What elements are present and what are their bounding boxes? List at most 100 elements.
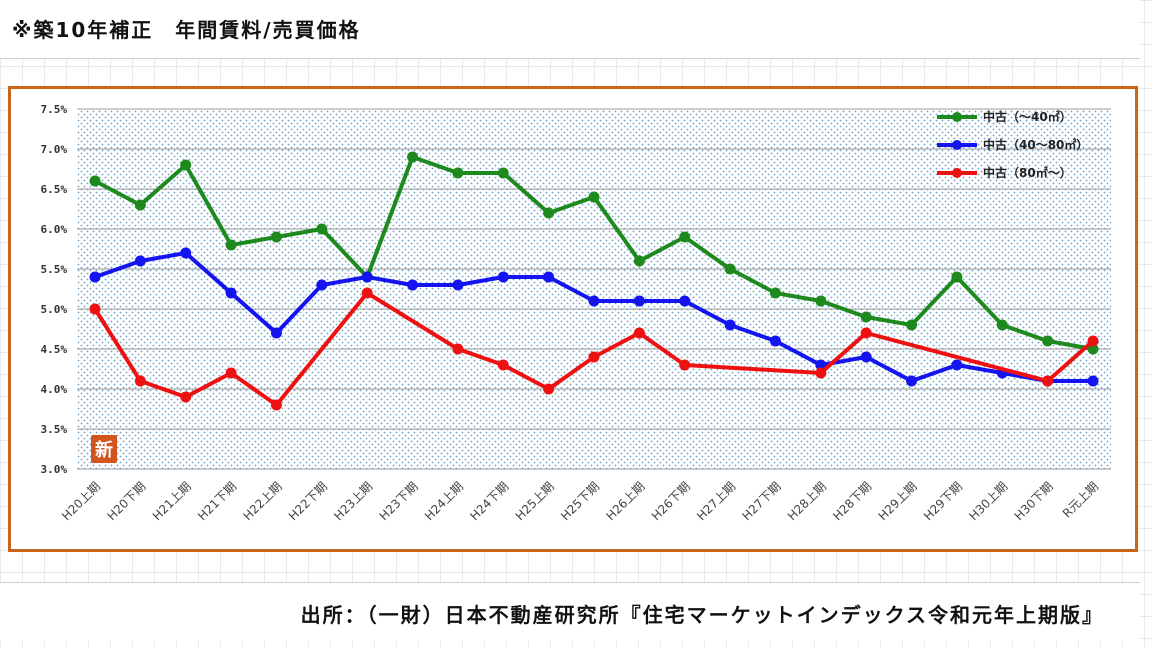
x-tick-label: H23上期 — [331, 479, 375, 523]
data-point — [89, 175, 101, 187]
x-tick-label: H29上期 — [876, 479, 920, 523]
x-tick-label: H29下期 — [921, 479, 965, 523]
data-point — [180, 247, 192, 259]
data-point — [633, 255, 645, 267]
y-tick-label: 4.5% — [41, 343, 68, 356]
y-tick-label: 3.0% — [41, 463, 68, 476]
data-point — [1087, 335, 1099, 347]
title-band: ※築10年補正 年間賃料/売買価格 — [0, 0, 1140, 59]
data-point — [270, 327, 282, 339]
data-point — [1042, 375, 1054, 387]
data-point — [180, 391, 192, 403]
x-tick-label: H26上期 — [603, 479, 647, 523]
data-point — [89, 271, 101, 283]
x-tick-label: H28上期 — [785, 479, 829, 523]
watermark-stamp: 新 — [91, 435, 117, 463]
series-line — [93, 291, 1095, 407]
data-point — [270, 231, 282, 243]
x-tick-label: H24下期 — [467, 479, 511, 523]
x-tick-label: H24上期 — [422, 479, 466, 523]
x-tick-label: H22下期 — [286, 479, 330, 523]
y-tick-label: 7.0% — [41, 143, 68, 156]
data-point — [906, 319, 918, 331]
data-point — [134, 375, 146, 387]
x-tick-label: H30下期 — [1012, 479, 1056, 523]
data-point — [996, 319, 1008, 331]
x-tick-label: H20上期 — [59, 479, 103, 523]
x-tick-label: H20下期 — [104, 479, 148, 523]
data-point — [543, 383, 555, 395]
x-tick-label: H23下期 — [377, 479, 421, 523]
data-point — [815, 367, 827, 379]
x-tick-label: R元上期 — [1060, 479, 1101, 520]
data-point — [316, 279, 328, 291]
data-point — [588, 191, 600, 203]
data-point — [543, 271, 555, 283]
y-tick-label: 3.5% — [41, 423, 68, 436]
legend-marker — [952, 168, 962, 178]
data-point — [769, 287, 781, 299]
data-point — [906, 375, 918, 387]
data-point — [225, 367, 237, 379]
data-point — [588, 351, 600, 363]
data-point — [951, 271, 963, 283]
data-point — [588, 295, 600, 307]
y-tick-label: 5.5% — [41, 263, 68, 276]
data-point — [860, 327, 872, 339]
legend-marker — [952, 140, 962, 150]
x-tick-label: H27下期 — [740, 479, 784, 523]
data-point — [860, 351, 872, 363]
data-point — [951, 359, 963, 371]
x-tick-label: H30上期 — [966, 479, 1010, 523]
data-point — [407, 151, 419, 163]
data-point — [225, 239, 237, 251]
source-band: 出所：（一財）日本不動産研究所『住宅マーケットインデックス令和元年上期版』 — [0, 582, 1140, 641]
data-point — [633, 327, 645, 339]
y-tick-label: 4.0% — [41, 383, 68, 396]
x-tick-label: H25上期 — [513, 479, 557, 523]
data-point — [543, 207, 555, 219]
plot-area — [77, 109, 1111, 469]
y-tick-label: 5.0% — [41, 303, 68, 316]
data-point — [180, 159, 192, 171]
data-point — [452, 279, 464, 291]
source-citation: 出所：（一財）日本不動産研究所『住宅マーケットインデックス令和元年上期版』 — [300, 603, 1104, 627]
legend-marker — [952, 112, 962, 122]
line-chart: 7.5% 7.0% 6.5% 6.0% 5.5% 5.0% 4.5% 4.0% 3.5% 3.0%… — [41, 103, 1111, 523]
data-point — [1087, 375, 1099, 387]
data-point — [316, 223, 328, 235]
legend-entry: 中古（80㎡～） — [983, 165, 1072, 180]
data-point — [134, 255, 146, 267]
data-point — [860, 311, 872, 323]
data-point — [452, 343, 464, 355]
x-tick-label: H21上期 — [150, 479, 194, 523]
data-point — [497, 359, 509, 371]
data-point — [452, 167, 464, 179]
data-point — [270, 399, 282, 411]
y-tick-label: 7.5% — [41, 103, 68, 116]
data-point — [361, 287, 373, 299]
y-tick-label: 6.0% — [41, 223, 68, 236]
data-point — [1042, 335, 1054, 347]
data-point — [134, 199, 146, 211]
data-point — [815, 295, 827, 307]
x-tick-label: H27上期 — [694, 479, 738, 523]
watermark-text: 新 — [95, 439, 113, 461]
data-point — [633, 295, 645, 307]
data-point — [724, 319, 736, 331]
legend-entry: 中古（～40㎡） — [983, 109, 1072, 124]
data-point — [497, 167, 509, 179]
x-tick-label: H28下期 — [830, 479, 874, 523]
x-tick-label: H26下期 — [649, 479, 693, 523]
data-point — [89, 303, 101, 315]
data-point — [1087, 343, 1099, 355]
legend-entry: 中古（40～80㎡） — [983, 137, 1088, 152]
x-tick-label: H21下期 — [195, 479, 239, 523]
y-tick-label: 6.5% — [41, 183, 68, 196]
chart-title: ※築10年補正 年間賃料/売買価格 — [12, 18, 361, 42]
x-tick-label: H25下期 — [558, 479, 602, 523]
data-point — [361, 271, 373, 283]
data-point — [815, 359, 827, 371]
data-point — [679, 359, 691, 371]
chart-frame[interactable]: 7.5% 7.0% 6.5% 6.0% 5.5% 5.0% 4.5% 4.0% 3.5% 3.0%… — [8, 86, 1138, 552]
